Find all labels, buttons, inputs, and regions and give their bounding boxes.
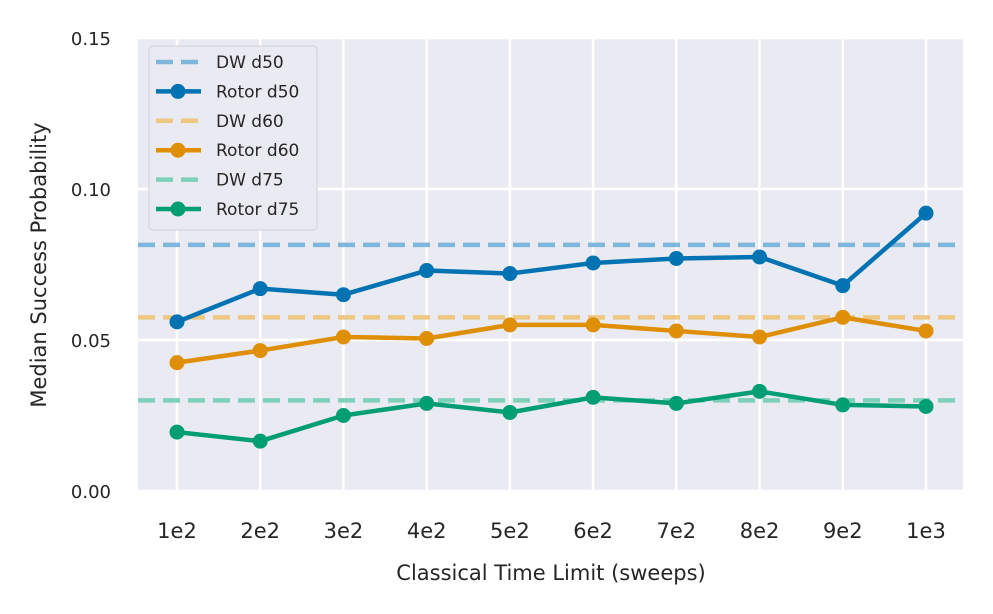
legend-label: DW d50 [216,53,284,73]
x-tick-labels: 1e2 2e2 3e2 4e2 5e2 6e2 7e2 8e2 9e2 1e3 [157,519,946,543]
legend-label: Rotor d60 [216,141,299,161]
series-line [176,211,928,324]
data-point [252,343,268,359]
data-point [502,266,518,282]
data-point [169,355,185,371]
data-point [419,395,435,411]
data-point [668,250,684,266]
data-point [752,249,768,265]
data-point [835,278,851,294]
data-point [419,330,435,346]
data-point [335,329,351,345]
data-point [918,398,934,414]
y-tick-label: 0.05 [71,331,111,352]
x-tick-label: 4e2 [407,519,447,543]
x-tick-label: 3e2 [324,519,364,543]
data-point [668,395,684,411]
x-tick-label: 8e2 [740,519,780,543]
data-point [169,314,185,330]
y-tick-label: 0.10 [71,180,111,201]
series-line [176,315,927,365]
y-tick-label: 0.15 [71,29,111,50]
x-tick-label: 2e2 [240,519,280,543]
x-axis-label: Classical Time Limit (sweeps) [396,561,705,585]
x-tick-label: 1e2 [157,519,197,543]
x-tick-label: 6e2 [573,519,613,543]
data-point [585,317,601,333]
legend-label: DW d75 [216,171,284,191]
grid [138,36,963,493]
data-point [585,255,601,271]
legend: DW d50 Rotor d50 DW d60 Rotor d60 DW d75 Roto… [148,45,318,231]
x-tick-label: 5e2 [490,519,530,543]
series-group [138,205,963,449]
legend-swatch-marker [170,201,186,217]
data-point [918,323,934,339]
data-point [752,383,768,399]
data-point [835,309,851,325]
data-point [419,263,435,279]
legend-label: Rotor d75 [216,200,299,220]
x-tick-label: 1e3 [906,519,946,543]
data-point [252,281,268,297]
legend-swatch-marker [170,142,186,158]
data-point [502,404,518,420]
y-tick-label: 0.00 [71,482,111,503]
x-tick-label: 7e2 [657,519,697,543]
data-point [752,329,768,345]
data-point [918,205,934,221]
data-point [335,408,351,423]
data-point [835,397,851,413]
legend-label: DW d60 [216,112,284,132]
data-point [585,389,601,405]
data-point [169,424,185,440]
data-point [668,323,684,339]
data-point [335,287,351,303]
x-tick-label: 9e2 [823,519,863,543]
y-tick-labels: 0.00 0.05 0.10 0.15 [71,29,111,503]
legend-swatch-marker [170,83,186,99]
data-point [252,433,268,449]
y-axis-label: Median Success Probability [27,122,51,407]
series-line [176,389,927,444]
data-point [502,317,518,333]
legend-label: Rotor d50 [216,82,299,102]
